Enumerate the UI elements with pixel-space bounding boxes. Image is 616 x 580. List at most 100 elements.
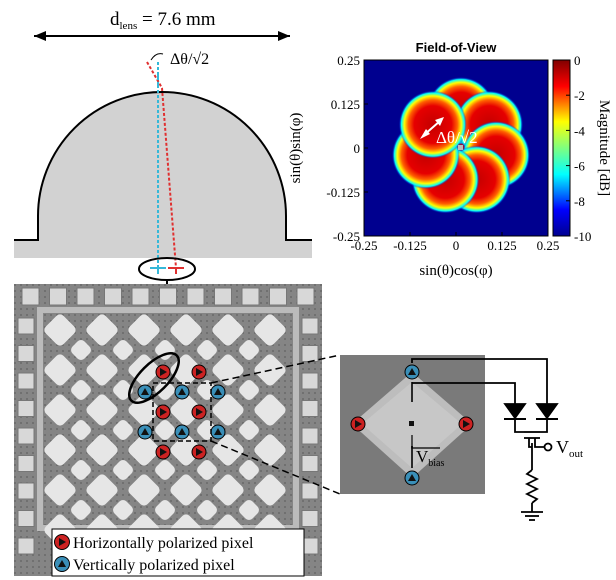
diameter-arrow-left-head	[34, 31, 46, 41]
zoomed-pixel: Vbias	[340, 355, 485, 494]
colorbar-ticks: 0 -2 -4 -6 -8 -10	[566, 53, 591, 244]
chip-window	[197, 340, 217, 360]
colorbar-tick-label: -6	[574, 159, 585, 174]
lens-outline	[14, 91, 312, 241]
vertical-pixel	[137, 424, 153, 440]
legend-box	[51, 528, 305, 577]
zoom-box	[152, 382, 212, 442]
chip-window	[254, 314, 286, 346]
bond-pad	[296, 287, 315, 306]
fov-y-tick-label: 0.125	[331, 97, 360, 112]
diode-left	[503, 403, 527, 420]
chip-window	[254, 394, 286, 426]
chip-window	[128, 434, 160, 466]
fov-y-tick-label: -0.125	[326, 185, 360, 200]
colorbar	[552, 59, 571, 237]
bond-pad	[301, 372, 319, 390]
fov-x-ticks: -0.25 -0.125 0 0.125 0.25	[350, 232, 559, 253]
chip-window	[212, 394, 244, 426]
bond-pad	[301, 427, 319, 445]
fov-beam-label: Δθ/√2	[436, 128, 478, 147]
chip-micrograph: Horizontally polarized pixel Vertically …	[14, 284, 322, 577]
fov-x-tick-label: 0.125	[487, 238, 516, 253]
vertical-pixel	[210, 424, 226, 440]
bond-pad	[17, 427, 35, 445]
chip-pixels	[137, 364, 226, 460]
chip-window	[239, 340, 259, 360]
chip-window	[71, 380, 91, 400]
chip-pads	[17, 287, 319, 555]
zoom-line-bottom	[210, 440, 341, 495]
lens-angle-label: Δθ/√2	[170, 51, 209, 68]
bond-pad	[186, 287, 205, 306]
colorbar-tick-label: -8	[574, 194, 585, 209]
chip-window	[170, 394, 202, 426]
fov-y-tick-label: 0.25	[337, 53, 360, 68]
fov-xlabel: sin(θ)cos(φ)	[419, 263, 492, 279]
bond-pad	[17, 400, 35, 417]
colorbar-tick-label: -4	[574, 123, 585, 138]
chip-window	[113, 460, 133, 480]
chip-window	[239, 460, 259, 480]
colorbar-tick-label: 0	[574, 53, 581, 68]
horizontal-pixel	[155, 404, 171, 420]
fov-y-tick-label: 0	[354, 141, 361, 156]
diameter-arrow-right-head	[278, 31, 290, 41]
fov-x-tick-label: -0.25	[350, 238, 377, 253]
lens-body	[14, 92, 312, 258]
chip-window	[86, 354, 118, 386]
chip-window	[155, 420, 175, 440]
chip-window	[197, 460, 217, 480]
lens-diagram: dlens = 7.6 mm Δθ/√2	[14, 9, 312, 356]
fov-y-tick-label: -0.25	[333, 229, 360, 244]
lens-diameter-label: dlens = 7.6 mm	[110, 9, 216, 32]
chip-window	[254, 474, 286, 506]
bond-pad	[17, 345, 35, 362]
zoom-pixel-left	[350, 416, 366, 432]
bond-pad	[301, 317, 319, 335]
bond-pad	[301, 345, 319, 362]
chip-window	[86, 394, 118, 426]
colorbar-tick-label: -2	[574, 88, 585, 103]
horizontal-pixel	[191, 364, 207, 380]
vbias-lead	[411, 435, 440, 449]
chip-window	[239, 500, 259, 520]
resistor	[524, 469, 540, 504]
bond-pad	[17, 537, 35, 555]
chip-window	[170, 434, 202, 466]
vertical-pixel	[174, 424, 190, 440]
legend-vertical-marker	[54, 556, 70, 572]
fov-title: Field-of-View	[416, 40, 498, 55]
readout-circuit	[411, 358, 559, 521]
bond-pad	[301, 482, 319, 500]
angle-arc	[150, 53, 164, 61]
legend-horizontal-label: Horizontally polarized pixel	[73, 535, 254, 552]
horizontal-pixel	[155, 444, 171, 460]
chip-window	[71, 500, 91, 520]
chip-window	[155, 380, 175, 400]
bond-pad	[17, 455, 35, 472]
colorbar-label: Magnitude [dB]	[596, 100, 612, 196]
wire-top	[411, 358, 548, 397]
chip-window	[113, 340, 133, 360]
pixel-pair-highlight	[128, 352, 180, 404]
zoom-pixel-right	[458, 416, 474, 432]
chip-window	[239, 420, 259, 440]
legend-horizontal-marker	[54, 534, 70, 550]
zoom-center-marker	[409, 421, 414, 426]
horizontal-pixel	[155, 364, 171, 380]
chip-window	[212, 434, 244, 466]
chip-window	[113, 500, 133, 520]
fov-plot: Field-of-View Δθ/√2 -0.25 -0.125 0 0.125 0.2…	[288, 40, 612, 279]
fov-x-tick-label: -0.125	[393, 238, 427, 253]
vout-label: Vout	[556, 437, 583, 460]
horizontal-pixel	[191, 444, 207, 460]
fov-beams	[391, 77, 531, 214]
chip-window	[44, 394, 76, 426]
vertical-pixel	[210, 384, 226, 400]
bond-pad	[131, 287, 150, 306]
horizontal-pixel	[191, 404, 207, 420]
fov-center-marker	[458, 145, 463, 150]
feed-ellipse	[138, 257, 196, 281]
